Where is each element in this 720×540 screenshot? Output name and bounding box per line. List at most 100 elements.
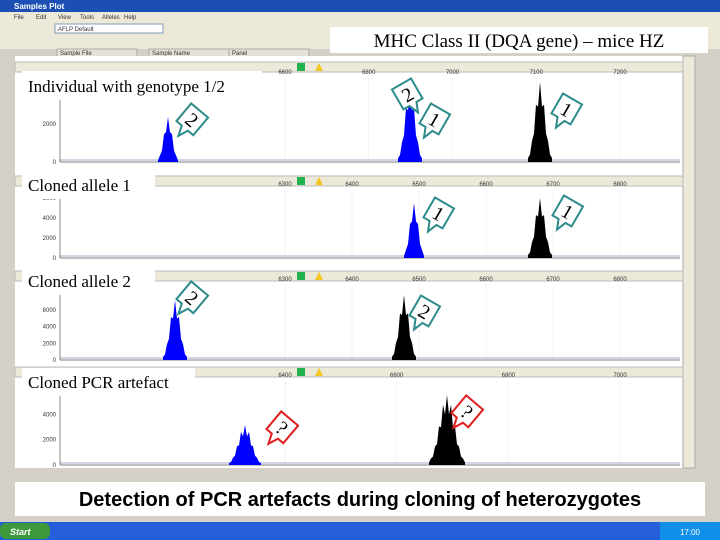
- start-button[interactable]: [0, 523, 50, 539]
- label-box: [22, 368, 195, 396]
- taskbar: [0, 522, 720, 540]
- footer-box: [15, 482, 705, 516]
- callout-shape: [551, 194, 585, 232]
- menu-item: Edit: [36, 15, 47, 21]
- menu-bar: [0, 12, 720, 21]
- panel-icon: [315, 368, 323, 376]
- label-box: [22, 71, 262, 100]
- callout: 1: [422, 196, 456, 234]
- y-tick-label: 0: [53, 463, 57, 469]
- peak: [392, 295, 416, 360]
- title-bar: [0, 0, 720, 12]
- x-tick-label: 7200: [613, 70, 627, 76]
- y-tick-label: 4000: [43, 216, 57, 222]
- callout-shape: [450, 394, 485, 430]
- panel-icon: [315, 63, 323, 71]
- y-tick-label: 2000: [43, 438, 57, 444]
- x-tick-label: 6600: [390, 373, 404, 379]
- callout: 2: [175, 280, 210, 316]
- start-text: Start: [10, 527, 32, 537]
- peak: [528, 198, 552, 258]
- x-tick-label: 6800: [613, 277, 627, 283]
- panel-icon: [315, 177, 323, 185]
- x-tick-label: 6600: [479, 277, 493, 283]
- panel-label: Individual with genotype 1/2: [28, 77, 225, 96]
- menu-item: View: [58, 15, 72, 21]
- scrollbar[interactable]: [682, 55, 696, 469]
- column-label: Panel: [232, 51, 247, 57]
- callout: 2: [408, 294, 442, 332]
- callout: 2: [390, 77, 424, 115]
- y-tick-label: 0: [53, 358, 57, 364]
- plot-area: [15, 56, 683, 468]
- callout-shape: [408, 294, 442, 332]
- x-tick-label: 6400: [278, 373, 292, 379]
- window-title: Samples Plot: [14, 2, 65, 11]
- menu-item: Tools: [80, 15, 94, 21]
- panel-select-text: AFLP Default: [58, 27, 94, 33]
- panel-icon: [297, 272, 305, 280]
- x-tick-label: 6700: [546, 182, 560, 188]
- y-tick-label: 2000: [43, 122, 57, 128]
- peak: [398, 87, 422, 162]
- x-tick-label: 7000: [613, 373, 627, 379]
- tray: [660, 522, 720, 540]
- label-box: [22, 268, 155, 295]
- x-tick-label: 7100: [530, 70, 544, 76]
- peak: [404, 203, 424, 258]
- panel-icon: [297, 368, 305, 376]
- slide-title: MHC Class II (DQA gene) – mice HZ: [374, 31, 665, 52]
- panel-label: Cloned allele 1: [28, 176, 131, 195]
- peak: [429, 395, 465, 465]
- slide-title-box: [330, 27, 708, 53]
- y-tick-label: 2000: [43, 236, 57, 242]
- x-tick-label: 6300: [278, 182, 292, 188]
- callout-shape: [265, 410, 300, 446]
- clock: 17:00: [680, 528, 701, 537]
- peak: [163, 300, 187, 360]
- callout: 1: [551, 194, 585, 232]
- panel-label: Cloned allele 2: [28, 272, 131, 291]
- callout: 2: [175, 102, 210, 138]
- callout: ?: [450, 394, 485, 430]
- x-tick-label: 6400: [345, 182, 359, 188]
- panel-select[interactable]: [54, 23, 164, 34]
- x-tick-label: 6700: [546, 277, 560, 283]
- callout: ?: [265, 410, 300, 446]
- callout: 1: [418, 102, 452, 140]
- x-tick-label: 6800: [613, 182, 627, 188]
- x-tick-label: 6400: [345, 277, 359, 283]
- panel-header: [14, 270, 684, 282]
- panel-label: Cloned PCR artefact: [28, 373, 169, 392]
- y-tick-label: 0: [53, 160, 57, 166]
- x-tick-label: 7000: [446, 70, 460, 76]
- footer: Detection of PCR artefacts during clonin…: [79, 489, 641, 511]
- label-box: [22, 172, 155, 199]
- peak: [528, 82, 552, 162]
- menu-item: Help: [124, 15, 137, 21]
- y-tick-label: 6000: [43, 308, 57, 314]
- y-tick-label: 0: [53, 256, 57, 262]
- x-tick-label: 6500: [412, 277, 426, 283]
- x-tick-label: 6600: [479, 182, 493, 188]
- panel-header: [14, 175, 684, 187]
- panel-icon: [297, 63, 305, 71]
- callout-shape: [550, 92, 584, 130]
- x-tick-label: 6800: [362, 70, 376, 76]
- panel-header: [14, 61, 684, 73]
- callout-shape: [422, 196, 456, 234]
- callout: 1: [550, 92, 584, 130]
- peak: [229, 425, 261, 465]
- peak: [158, 117, 178, 162]
- y-tick-label: 4000: [43, 412, 57, 418]
- x-tick-label: 6500: [412, 182, 426, 188]
- column-label: Sample Name: [152, 51, 191, 57]
- panel-icon: [297, 177, 305, 185]
- x-tick-label: 6300: [278, 277, 292, 283]
- menu-item: File: [14, 15, 24, 21]
- column-label: Sample File: [60, 51, 92, 57]
- callout-shape: [390, 77, 424, 115]
- y-tick-label: 2000: [43, 341, 57, 347]
